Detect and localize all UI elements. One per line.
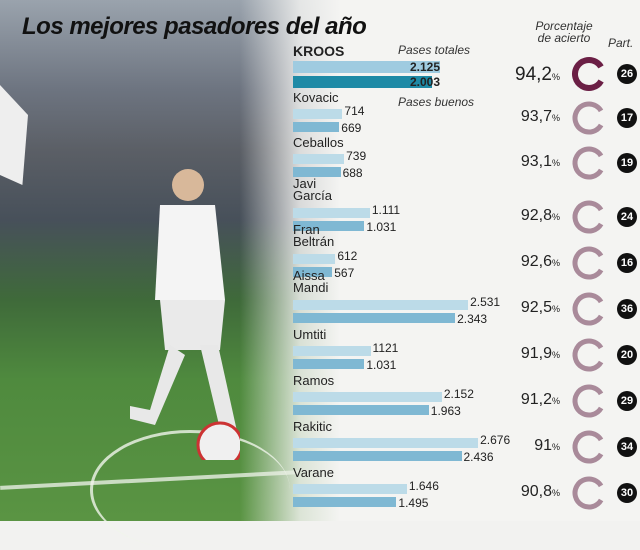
games-badge: 20 bbox=[617, 344, 637, 365]
value-good: 1.963 bbox=[430, 404, 461, 418]
value-total: 1121 bbox=[372, 341, 399, 355]
games-badge: 26 bbox=[617, 64, 637, 84]
bar-total bbox=[293, 109, 343, 119]
accuracy-ring-icon bbox=[572, 146, 606, 179]
bar-total bbox=[293, 61, 440, 73]
accuracy-ring-icon bbox=[572, 101, 606, 134]
bar-total bbox=[293, 300, 469, 310]
value-good: 2.436 bbox=[463, 450, 494, 464]
player-row: Javi García 1.111 1.031 92,8% 24 bbox=[293, 176, 640, 233]
games-badge: 36 bbox=[617, 298, 637, 319]
value-total: 1.111 bbox=[371, 203, 401, 217]
value-good: 2.003 bbox=[410, 75, 441, 89]
bar-total bbox=[293, 392, 442, 402]
player-name: KROOS bbox=[293, 43, 345, 59]
games-badge: 16 bbox=[617, 252, 637, 273]
accuracy-pct: 91,9% bbox=[520, 344, 560, 362]
accuracy-ring-icon bbox=[572, 246, 606, 279]
value-total: 2.676 bbox=[480, 433, 511, 447]
bar-total bbox=[293, 154, 345, 164]
value-total: 1.646 bbox=[408, 479, 439, 493]
player-name: Varane bbox=[293, 465, 334, 480]
page-title: Los mejores pasadores del año bbox=[22, 13, 367, 40]
value-total: 2.152 bbox=[443, 387, 474, 401]
player-name: Aissa Mandi bbox=[293, 268, 329, 295]
accuracy-pct: 93,7% bbox=[520, 107, 560, 125]
value-good: 567 bbox=[334, 266, 355, 280]
value-total: 2.125 bbox=[410, 60, 441, 74]
value-good: 1.031 bbox=[366, 358, 397, 372]
player-row: Umtiti 1121 1.031 91,9% 20 bbox=[293, 327, 640, 375]
games-badge: 29 bbox=[617, 390, 637, 411]
player-row: Ramos 2.152 1.963 91,2% 29 bbox=[293, 373, 640, 421]
player-name: Kovacic bbox=[293, 90, 339, 105]
bar-total bbox=[293, 254, 336, 264]
bar-good bbox=[293, 267, 333, 277]
accuracy-pct: 90,8% bbox=[520, 482, 560, 500]
accuracy-ring-icon bbox=[572, 476, 606, 509]
player-name: Ramos bbox=[293, 373, 335, 388]
value-total: 2.531 bbox=[470, 295, 501, 309]
accuracy-pct: 91% bbox=[534, 436, 560, 454]
accuracy-ring-icon bbox=[572, 292, 606, 325]
bar-total bbox=[293, 484, 407, 494]
bar-good bbox=[293, 313, 456, 323]
header-pct: Porcentaje de acierto bbox=[535, 19, 593, 45]
games-badge: 19 bbox=[617, 152, 637, 173]
player-name: Umtiti bbox=[293, 327, 327, 342]
player-row: Fran Beltrán 612 567 92,6% 16 bbox=[293, 222, 640, 279]
player-row: Varane 1.646 1.495 90,8% 30 bbox=[293, 465, 640, 513]
player-row: Ceballos 739 688 93,1% 19 bbox=[293, 135, 640, 183]
header-total: Pases totales bbox=[398, 43, 471, 57]
bar-total bbox=[293, 438, 479, 448]
player-row: Aissa Mandi 2.531 2.343 92,5% 36 bbox=[293, 268, 640, 325]
value-good: 688 bbox=[342, 166, 363, 180]
bar-good bbox=[293, 405, 429, 415]
player-name: Javi García bbox=[293, 176, 333, 203]
value-good: 1.031 bbox=[366, 220, 397, 234]
bar-good bbox=[293, 497, 397, 507]
value-good: 2.343 bbox=[457, 312, 488, 326]
player-figure bbox=[130, 169, 240, 460]
player-row: Rakitic 2.676 2.436 91% 34 bbox=[293, 419, 640, 467]
games-badge: 24 bbox=[617, 206, 637, 227]
accuracy-ring-icon bbox=[572, 338, 606, 371]
bar-good bbox=[293, 221, 365, 231]
bar-good bbox=[293, 76, 432, 88]
value-total: 612 bbox=[337, 249, 358, 263]
accuracy-pct: 91,2% bbox=[520, 390, 560, 408]
bar-total bbox=[293, 346, 371, 356]
games-badge: 30 bbox=[617, 482, 637, 503]
bar-good bbox=[293, 122, 340, 132]
accuracy-pct: 92,5% bbox=[520, 298, 560, 316]
header-games: Part. bbox=[608, 36, 634, 50]
value-total: 714 bbox=[344, 104, 365, 118]
player-row: Kovacic 714 669 93,7% 17 bbox=[293, 90, 640, 138]
games-badge: 17 bbox=[617, 107, 637, 128]
bar-total bbox=[293, 208, 370, 218]
corner-arc bbox=[90, 430, 290, 550]
player-name: Ceballos bbox=[293, 135, 344, 150]
bar-good bbox=[293, 451, 462, 461]
accuracy-ring-icon bbox=[572, 200, 606, 233]
accuracy-pct: 93,1% bbox=[520, 152, 560, 170]
bar-good bbox=[293, 167, 341, 177]
value-good: 1.495 bbox=[398, 496, 429, 510]
value-good: 669 bbox=[341, 121, 362, 135]
accuracy-ring-icon bbox=[572, 384, 606, 417]
bar-good bbox=[293, 359, 365, 369]
player-row: KROOS 2.125 2.003 94,2% 26 bbox=[293, 43, 640, 91]
games-badge: 34 bbox=[617, 436, 637, 457]
player-name: Fran Beltrán bbox=[293, 222, 335, 249]
accuracy-ring-icon bbox=[572, 430, 606, 463]
value-total: 739 bbox=[346, 149, 367, 163]
accuracy-pct: 94,2% bbox=[515, 64, 560, 85]
accuracy-pct: 92,6% bbox=[520, 252, 560, 270]
player-name: Rakitic bbox=[293, 419, 333, 434]
accuracy-ring-icon bbox=[572, 57, 606, 91]
accuracy-pct: 92,8% bbox=[520, 206, 560, 224]
header-good: Pases buenos bbox=[398, 95, 475, 109]
